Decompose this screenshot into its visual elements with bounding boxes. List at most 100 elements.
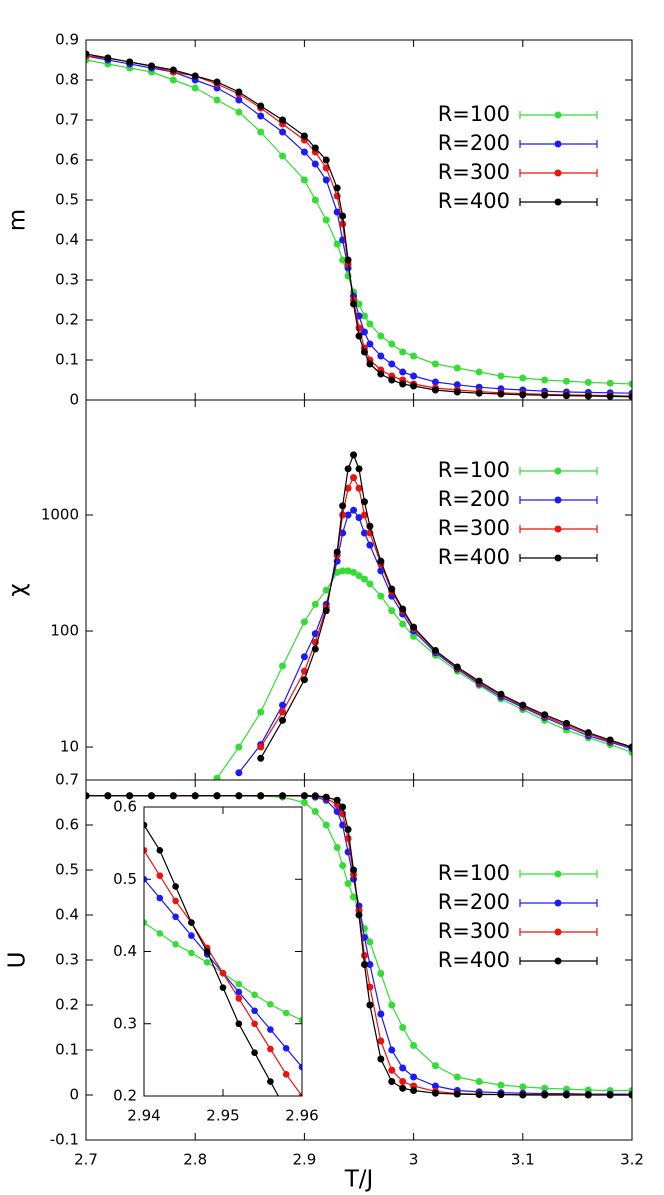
data-point xyxy=(453,388,461,396)
y-tick-label: 0.3 xyxy=(113,1014,137,1032)
data-point xyxy=(453,364,461,372)
data-point xyxy=(410,632,418,640)
x-tick-label: 2.9 xyxy=(292,1151,316,1169)
data-point xyxy=(541,1084,549,1092)
data-point xyxy=(475,368,483,376)
data-point xyxy=(431,1082,439,1090)
data-point xyxy=(257,743,265,751)
data-point xyxy=(431,1089,439,1097)
x-tick-label: 2.95 xyxy=(206,1107,239,1125)
data-point xyxy=(333,844,341,851)
data-point xyxy=(360,529,368,537)
y-tick-label: 0.6 xyxy=(55,151,79,169)
data-point xyxy=(333,548,341,556)
data-point xyxy=(344,826,352,833)
data-point xyxy=(366,541,374,549)
data-point xyxy=(399,368,407,376)
data-point xyxy=(251,1049,258,1056)
data-point xyxy=(399,1064,407,1072)
data-point xyxy=(360,961,368,968)
data-point xyxy=(366,340,374,348)
legend-label: R=100 xyxy=(438,458,510,482)
data-point xyxy=(279,116,287,124)
data-point xyxy=(172,897,179,905)
legend-label: R=300 xyxy=(438,516,510,540)
series-line xyxy=(216,570,632,779)
data-point xyxy=(169,66,177,74)
data-point xyxy=(156,894,164,902)
legend-marker xyxy=(554,957,562,965)
data-point xyxy=(333,184,341,192)
data-point xyxy=(282,1071,290,1078)
data-point xyxy=(475,677,483,685)
legend-label: R=300 xyxy=(438,919,510,943)
data-point xyxy=(339,502,347,510)
data-point xyxy=(279,716,287,724)
data-point xyxy=(126,58,134,66)
data-point xyxy=(350,451,358,459)
data-point xyxy=(431,360,439,368)
data-point xyxy=(355,484,363,492)
data-point xyxy=(519,701,527,709)
data-point xyxy=(519,1083,527,1091)
legend-label: R=100 xyxy=(438,102,510,126)
x-tick-label: 2.96 xyxy=(285,1107,318,1125)
data-point xyxy=(388,360,396,368)
data-point xyxy=(431,646,439,654)
data-point xyxy=(188,919,195,926)
data-point xyxy=(350,300,358,308)
data-point xyxy=(311,792,319,800)
y-tick-label: 0 xyxy=(69,391,79,409)
legend-label: R=200 xyxy=(438,487,510,511)
data-point xyxy=(584,729,592,737)
data-point xyxy=(172,940,179,948)
data-point xyxy=(410,382,418,390)
plot-area xyxy=(86,50,632,400)
data-point xyxy=(156,872,164,879)
inset-background xyxy=(144,807,302,1096)
data-point xyxy=(410,1042,418,1049)
data-point xyxy=(355,465,363,473)
data-point xyxy=(144,919,148,926)
data-point xyxy=(279,128,287,136)
data-point xyxy=(267,1078,274,1085)
legend-marker xyxy=(554,111,562,119)
data-point xyxy=(267,1000,274,1008)
data-point xyxy=(169,792,177,800)
y-tick-label: 0 xyxy=(69,1086,79,1104)
inset: 0.2 0.3 0.4 0.5 0.6 2.94 2.95 2.96 xyxy=(113,798,319,1125)
y-tick-label: 100 xyxy=(50,622,79,640)
y-tick-label: 0.5 xyxy=(55,191,79,209)
data-point xyxy=(257,112,265,120)
data-point xyxy=(562,377,570,385)
data-point xyxy=(219,969,227,977)
data-point xyxy=(377,370,385,378)
data-point xyxy=(606,379,614,387)
y-tick-label: 0.9 xyxy=(55,31,79,49)
data-point xyxy=(300,792,308,800)
data-point xyxy=(126,792,134,800)
data-point xyxy=(333,808,341,815)
data-point xyxy=(188,932,195,939)
plot-area xyxy=(86,792,632,1099)
data-point xyxy=(628,393,632,400)
data-point xyxy=(257,792,265,800)
data-point xyxy=(344,835,352,842)
y-axis-label: m xyxy=(5,209,31,231)
data-point xyxy=(388,376,396,384)
data-point xyxy=(235,980,243,988)
data-point xyxy=(431,1062,439,1070)
legend-label: R=300 xyxy=(438,160,510,184)
data-point xyxy=(344,567,352,575)
data-point xyxy=(453,1073,461,1081)
legend-marker xyxy=(554,899,562,907)
data-point xyxy=(399,1078,407,1085)
data-point xyxy=(360,498,368,506)
data-point xyxy=(104,54,112,62)
data-point xyxy=(350,474,358,482)
data-point xyxy=(410,1073,418,1081)
data-point xyxy=(366,961,374,968)
data-point xyxy=(453,663,461,671)
data-point xyxy=(377,557,385,565)
